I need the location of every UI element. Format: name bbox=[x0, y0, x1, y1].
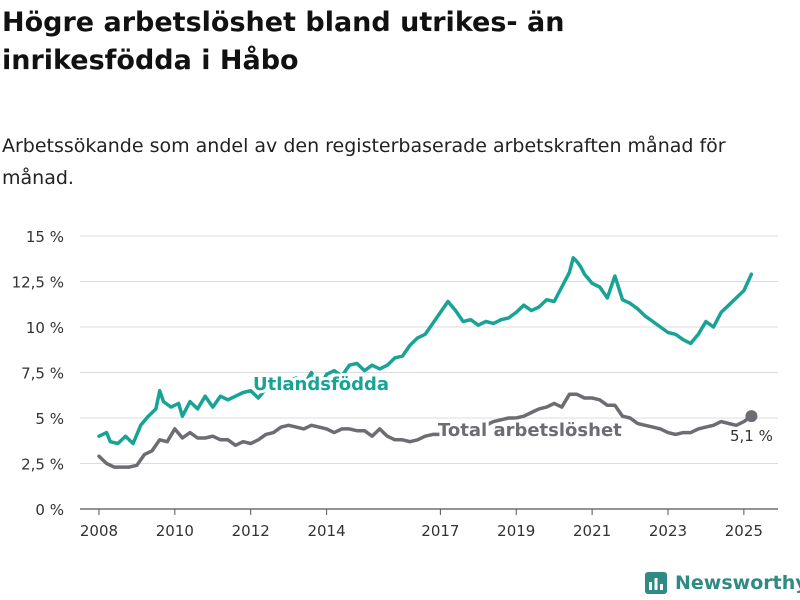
y-tick-label: 5 % bbox=[35, 410, 64, 428]
series-line-utlandsfodda bbox=[97, 256, 754, 446]
x-tick-label: 2019 bbox=[497, 522, 535, 540]
series-labels: 5,1 % Utlandsfödda Total arbetslöshet bbox=[250, 371, 773, 445]
newsworthy-logo[interactable]: Newsworthy bbox=[645, 568, 800, 598]
x-tick-label: 2025 bbox=[725, 522, 763, 540]
x-tick-label: 2021 bbox=[573, 522, 611, 540]
y-tick-label: 10 % bbox=[26, 319, 64, 337]
series-lines bbox=[97, 256, 758, 469]
y-tick-label: 0 % bbox=[35, 501, 64, 519]
gridlines bbox=[80, 235, 778, 510]
bar-chart-logo-icon bbox=[645, 572, 667, 594]
x-tick-label: 2012 bbox=[232, 522, 270, 540]
x-tick-label: 2023 bbox=[649, 522, 687, 540]
chart-title: Högre arbetslöshet bland utrikes- än inr… bbox=[2, 7, 565, 76]
series-label-utlandsfodda: Utlandsfödda bbox=[253, 374, 389, 395]
x-axis: 2008 2010 2012 2014 2017 2019 2021 2023 2025 bbox=[80, 509, 763, 540]
x-tick-label: 2017 bbox=[421, 522, 459, 540]
y-tick-label: 12,5 % bbox=[12, 274, 64, 292]
x-tick-label: 2010 bbox=[156, 522, 194, 540]
series-label-total: Total arbetslöshet bbox=[438, 420, 622, 441]
series-line-total bbox=[97, 392, 754, 469]
x-tick-label: 2014 bbox=[307, 522, 345, 540]
y-tick-label: 2,5 % bbox=[21, 456, 64, 474]
x-tick-label: 2008 bbox=[80, 522, 118, 540]
chart-subtitle: Arbetssökande som andel av den registerb… bbox=[2, 135, 726, 189]
brand-name: Newsworthy bbox=[675, 572, 800, 594]
end-point-marker bbox=[745, 410, 758, 423]
y-tick-label: 15 % bbox=[26, 228, 64, 246]
y-axis: 0 % 2,5 % 5 % 7,5 % 10 % 12,5 % 15 % bbox=[12, 228, 64, 519]
y-tick-label: 7,5 % bbox=[21, 365, 64, 383]
end-value-label: 5,1 % bbox=[730, 427, 773, 445]
